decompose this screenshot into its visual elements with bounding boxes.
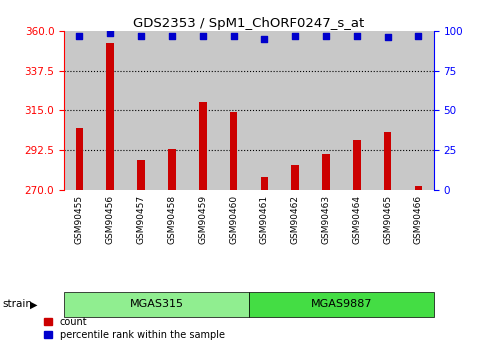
Text: ▶: ▶ [30,299,37,309]
Bar [75,128,83,190]
Bar [95,31,126,190]
Point [415,33,423,39]
Bar [353,140,361,190]
Bar [384,131,391,190]
Bar [341,31,372,190]
Point [353,33,361,39]
Point [106,30,114,36]
Bar [249,31,280,190]
Point [137,33,145,39]
Point [168,33,176,39]
Bar [322,155,330,190]
Bar [415,186,423,190]
Title: GDS2353 / SpM1_ChORF0247_s_at: GDS2353 / SpM1_ChORF0247_s_at [133,17,365,30]
Bar [168,149,176,190]
Bar [106,43,114,190]
Text: strain: strain [2,299,33,309]
Bar [126,31,157,190]
Point [291,33,299,39]
Text: MGAS9887: MGAS9887 [311,299,372,309]
Bar [372,31,403,190]
Bar [187,31,218,190]
Point [260,36,268,42]
Point [75,33,83,39]
Point [384,34,391,40]
Bar [199,101,207,190]
Bar [157,31,187,190]
Bar [230,112,238,190]
Bar [137,160,145,190]
Bar [260,177,268,190]
Bar [64,31,95,190]
Bar [403,31,434,190]
Legend: count, percentile rank within the sample: count, percentile rank within the sample [44,317,225,340]
Bar [218,31,249,190]
Bar [311,31,341,190]
Point [199,33,207,39]
Bar [280,31,311,190]
Bar [291,165,299,190]
Text: MGAS315: MGAS315 [130,299,183,309]
Point [322,33,330,39]
Point [230,33,238,39]
